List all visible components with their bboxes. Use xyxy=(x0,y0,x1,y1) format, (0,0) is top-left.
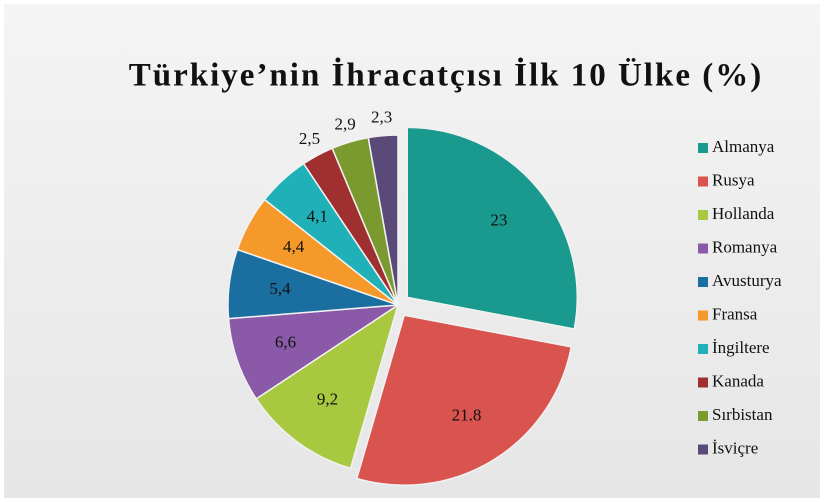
data-label: 2,5 xyxy=(299,129,320,148)
data-label: 2,3 xyxy=(371,108,392,127)
legend-label: Rusya xyxy=(712,170,755,189)
legend-label: Hollanda xyxy=(712,204,775,223)
pie-slice xyxy=(355,314,573,486)
legend-label: Avusturya xyxy=(712,271,782,290)
legend-swatch xyxy=(698,444,708,455)
legend-swatch xyxy=(698,210,708,220)
legend-swatch xyxy=(698,143,708,153)
legend-label: Romanya xyxy=(712,237,778,256)
legend-label: Fransa xyxy=(712,304,758,323)
data-label: 4,4 xyxy=(283,237,305,256)
chart-title: Türkiye’nin İhracatçısı İlk 10 Ülke (%) xyxy=(129,56,763,94)
legend-label: İngiltere xyxy=(712,338,770,357)
legend-label: İsviçre xyxy=(712,438,758,457)
legend-swatch xyxy=(698,411,708,421)
data-label: 2,9 xyxy=(335,115,356,134)
legend-swatch xyxy=(698,344,708,354)
legend-swatch xyxy=(698,176,708,187)
pie-slice xyxy=(406,126,578,330)
legend-label: Kanada xyxy=(712,371,764,390)
data-label: 21.8 xyxy=(452,406,482,425)
legend-swatch xyxy=(698,277,708,287)
legend-label: Sırbistan xyxy=(712,405,773,424)
data-label: 4,1 xyxy=(307,206,328,225)
legend-swatch xyxy=(698,243,708,254)
data-label: 23 xyxy=(490,210,507,229)
pie-slice xyxy=(255,303,400,470)
data-label: 6,6 xyxy=(275,333,296,352)
pie-slice xyxy=(367,134,399,306)
legend-swatch xyxy=(698,377,708,388)
legend-swatch xyxy=(698,310,708,321)
legend-label: Almanya xyxy=(712,137,775,156)
data-label: 5,4 xyxy=(269,279,291,298)
data-label: 9,2 xyxy=(317,390,338,409)
